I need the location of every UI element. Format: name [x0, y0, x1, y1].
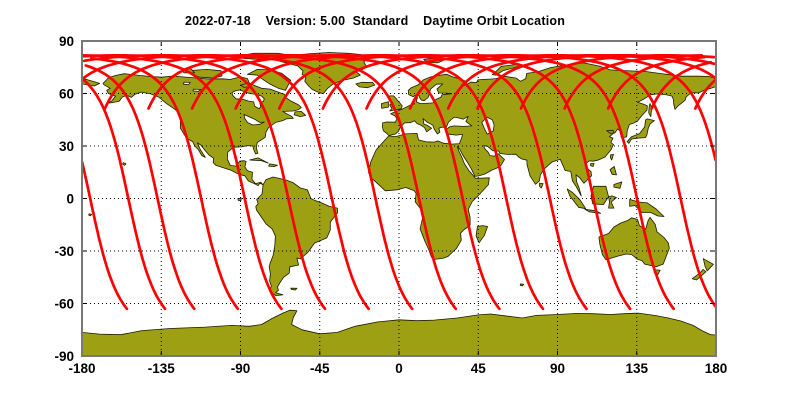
x-tick-label: 180	[705, 361, 728, 376]
x-tick-label: -180	[68, 361, 95, 376]
y-tick-label: 90	[59, 34, 74, 49]
landmass-hawaii	[122, 162, 127, 166]
orbit-track-11	[234, 54, 588, 311]
orbit-track-13	[321, 54, 676, 311]
orbit-track-5	[82, 54, 327, 311]
landmass-philippines-luzon	[609, 166, 617, 176]
landmass-iceland	[355, 81, 376, 89]
y-tick-label: -30	[54, 244, 74, 259]
landmass-samoa	[88, 213, 93, 217]
landmass-sri-lanka	[539, 182, 544, 189]
landmass-new-zealand-north	[702, 258, 714, 272]
y-tick-label: 30	[59, 139, 74, 154]
chart-title: 2022-07-18 Version: 5.00 Standard Daytim…	[184, 14, 566, 28]
x-tick-label: 45	[471, 361, 487, 376]
landmass-ireland	[381, 101, 389, 109]
orbit-track-2	[84, 64, 196, 311]
landmass-kerguelen	[519, 283, 525, 287]
landmass-taiwan	[609, 154, 614, 161]
orbit-track-6	[650, 60, 713, 110]
landmass-sumatra	[566, 188, 587, 210]
plot-border	[81, 40, 717, 357]
orbit-track-4	[82, 54, 283, 311]
orbit-track-5	[606, 55, 706, 110]
orbit-track-0	[408, 54, 716, 162]
x-tick-label: -135	[148, 361, 176, 376]
landmass-falkland-islands	[290, 287, 298, 291]
orbit-track-12	[277, 54, 632, 311]
landmass-hainan	[590, 163, 595, 167]
lake-great-lakes	[243, 114, 265, 126]
x-tick-label: -90	[231, 361, 251, 376]
y-tick-label: 60	[59, 87, 74, 102]
landmass-cuba	[249, 157, 269, 164]
x-tick-label: -45	[310, 361, 330, 376]
landmass-madagascar	[475, 225, 488, 244]
orbit-track-9	[147, 54, 501, 311]
x-tick-label: 0	[395, 361, 403, 376]
orbit-track-3	[519, 54, 716, 110]
orbit-track-1	[82, 78, 167, 311]
orbit-track-0	[82, 160, 129, 311]
y-tick-label: 0	[66, 192, 74, 207]
landmass-hispaniola	[268, 163, 278, 167]
orbit-track-3	[89, 56, 240, 311]
orbit-track-6	[82, 54, 370, 311]
landmass-newfoundland	[293, 111, 307, 117]
landmass-japan	[626, 118, 655, 144]
orbit-track-7	[693, 79, 716, 110]
x-tick-label: 135	[625, 361, 648, 376]
y-tick-label: -90	[54, 349, 74, 364]
landmass-australia	[598, 217, 670, 268]
lake-great-bear-lake	[182, 81, 191, 86]
orbit-track-14	[365, 54, 716, 309]
orbit-track-10	[190, 54, 545, 311]
y-tick-label: -60	[54, 297, 74, 312]
landmass-philippines-mindanao	[613, 181, 623, 189]
orbit-track-8	[103, 54, 458, 311]
lake-great-slave-lake	[192, 88, 202, 92]
x-tick-label: 90	[550, 361, 565, 376]
